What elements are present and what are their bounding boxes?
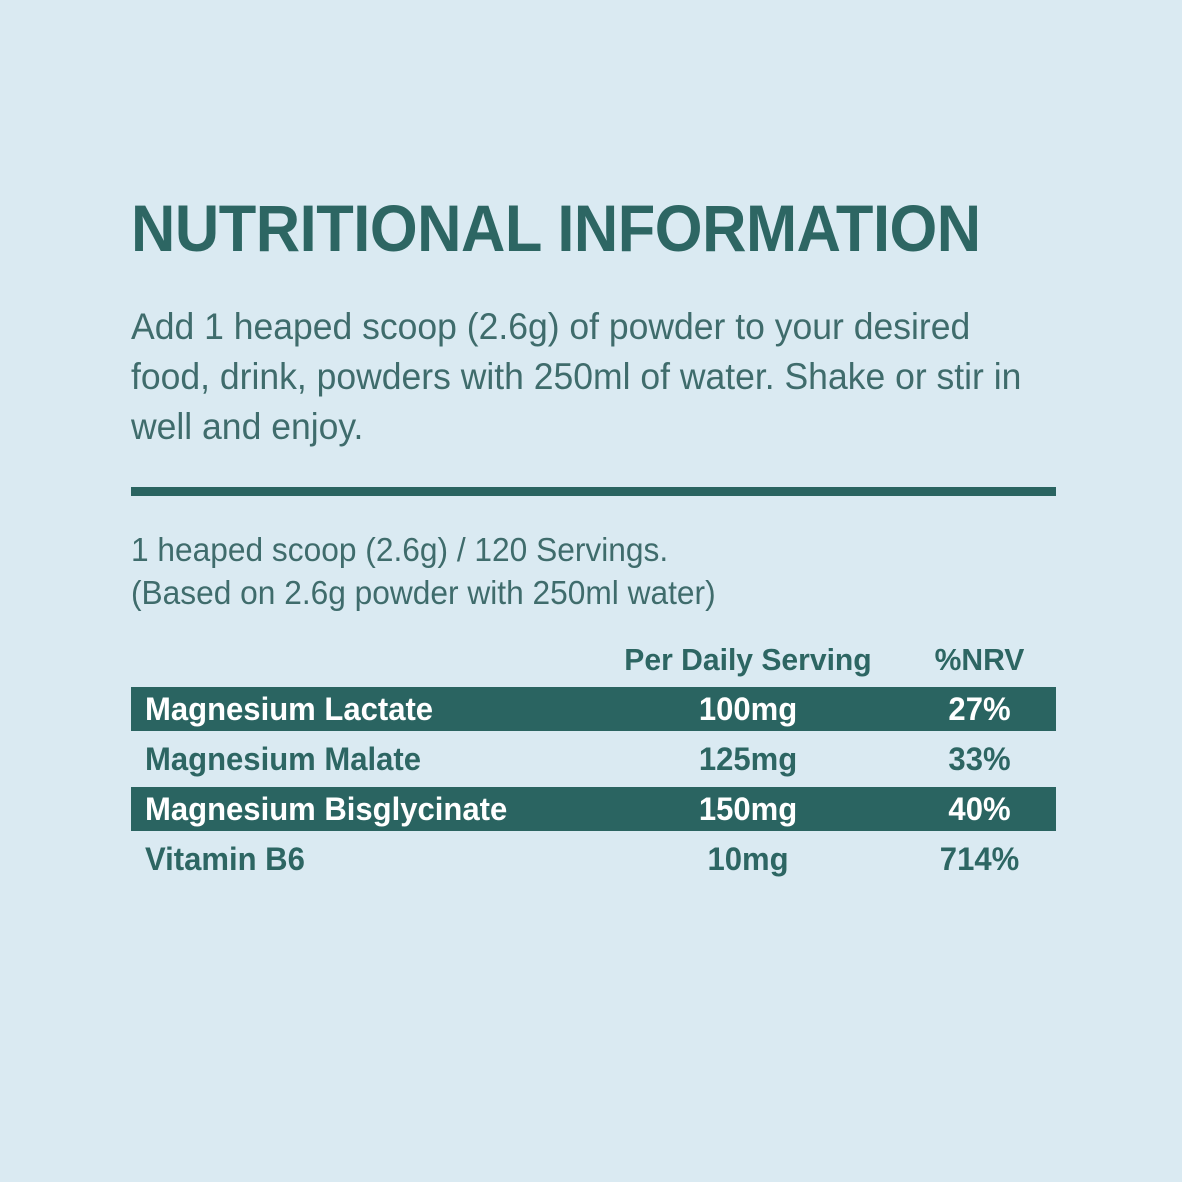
section-divider — [131, 487, 1056, 496]
nutrient-name: Magnesium Lactate — [145, 691, 434, 727]
serving-info-line-2: (Based on 2.6g powder with 250ml water) — [131, 574, 716, 611]
serving-info: 1 heaped scoop (2.6g) / 120 Servings. (B… — [131, 528, 1053, 614]
nutrition-table: Per Daily Serving %NRV Magnesium Lactate… — [131, 641, 1056, 887]
nutrient-name: Vitamin B6 — [145, 841, 305, 877]
serving-info-line-1: 1 heaped scoop (2.6g) / 120 Servings. — [131, 531, 669, 568]
table-header-row: Per Daily Serving %NRV — [131, 641, 1056, 687]
table-row: Magnesium Bisglycinate 150mg 40% — [131, 787, 1056, 831]
nutrient-amount: 150mg — [698, 791, 798, 827]
column-header-per-daily-serving: Per Daily Serving — [624, 642, 872, 677]
page-title: NUTRITIONAL INFORMATION — [131, 191, 981, 265]
table-row: Magnesium Lactate 100mg 27% — [131, 687, 1056, 731]
directions-text: Add 1 heaped scoop (2.6g) of powder to y… — [131, 306, 1022, 447]
nutrient-amount: 125mg — [698, 741, 798, 777]
nutrient-nrv: 40% — [948, 791, 1011, 827]
nutrient-nrv: 27% — [948, 691, 1011, 727]
nutrient-amount: 10mg — [707, 841, 789, 877]
nutrient-amount: 100mg — [698, 691, 798, 727]
nutrient-name: Magnesium Bisglycinate — [145, 791, 508, 827]
nutrient-nrv: 714% — [939, 841, 1020, 877]
table-row: Vitamin B6 10mg 714% — [131, 837, 1056, 881]
nutrient-name: Magnesium Malate — [145, 741, 421, 777]
table-row: Magnesium Malate 125mg 33% — [131, 737, 1056, 781]
column-header-nrv: %NRV — [934, 642, 1025, 677]
nutrient-nrv: 33% — [948, 741, 1011, 777]
